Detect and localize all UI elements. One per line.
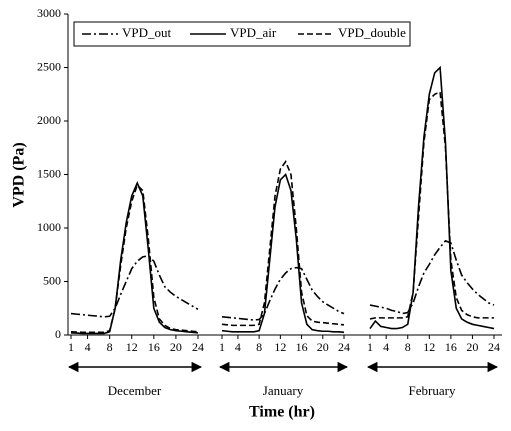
y-tick-label: 3000 [37,6,61,20]
x-tick-label: 16 [445,340,457,354]
y-tick-label: 1500 [37,166,61,180]
y-tick-label: 2000 [37,113,61,127]
x-tick-label: 8 [405,340,411,354]
x-tick-label: 12 [126,340,138,354]
x-tick-label: 12 [423,340,435,354]
x-axis-label: Time (hr) [249,404,315,421]
x-tick-label: 1 [219,340,225,354]
y-tick-label: 500 [43,273,61,287]
x-tick-label: 4 [85,340,91,354]
x-tick-label: 16 [148,340,160,354]
x-tick-label: 20 [317,340,329,354]
series-line [369,239,495,315]
x-tick-label: 24 [192,340,204,354]
series-line [369,65,495,330]
legend-box [73,21,411,47]
series-line [221,173,345,334]
series-line [221,266,345,321]
y-axis-label: VPD (Pa) [11,142,28,207]
series-line [70,181,199,335]
series-line [70,183,199,334]
x-tick-label: 12 [274,340,286,354]
period-label: December [108,383,162,398]
series-line [369,90,494,320]
x-tick-label: 24 [488,340,500,354]
y-tick-label: 0 [55,327,61,341]
x-tick-label: 4 [235,340,241,354]
legend-label: VPD_air [230,25,277,40]
y-tick-label: 1000 [37,220,61,234]
x-tick-label: 8 [107,340,113,354]
x-tick-label: 16 [296,340,308,354]
legend-label: VPD_double [338,25,406,40]
period-label: February [409,383,456,398]
x-tick-label: 24 [338,340,350,354]
x-tick-label: 20 [170,340,182,354]
period-label: January [263,383,304,398]
legend-label: VPD_out [122,25,172,40]
x-tick-label: 1 [68,340,74,354]
x-tick-label: 8 [256,340,262,354]
x-tick-label: 4 [383,340,389,354]
x-tick-label: 1 [367,340,373,354]
series-line [70,254,199,318]
series-line [221,160,345,327]
x-tick-label: 20 [466,340,478,354]
y-tick-label: 2500 [37,59,61,73]
